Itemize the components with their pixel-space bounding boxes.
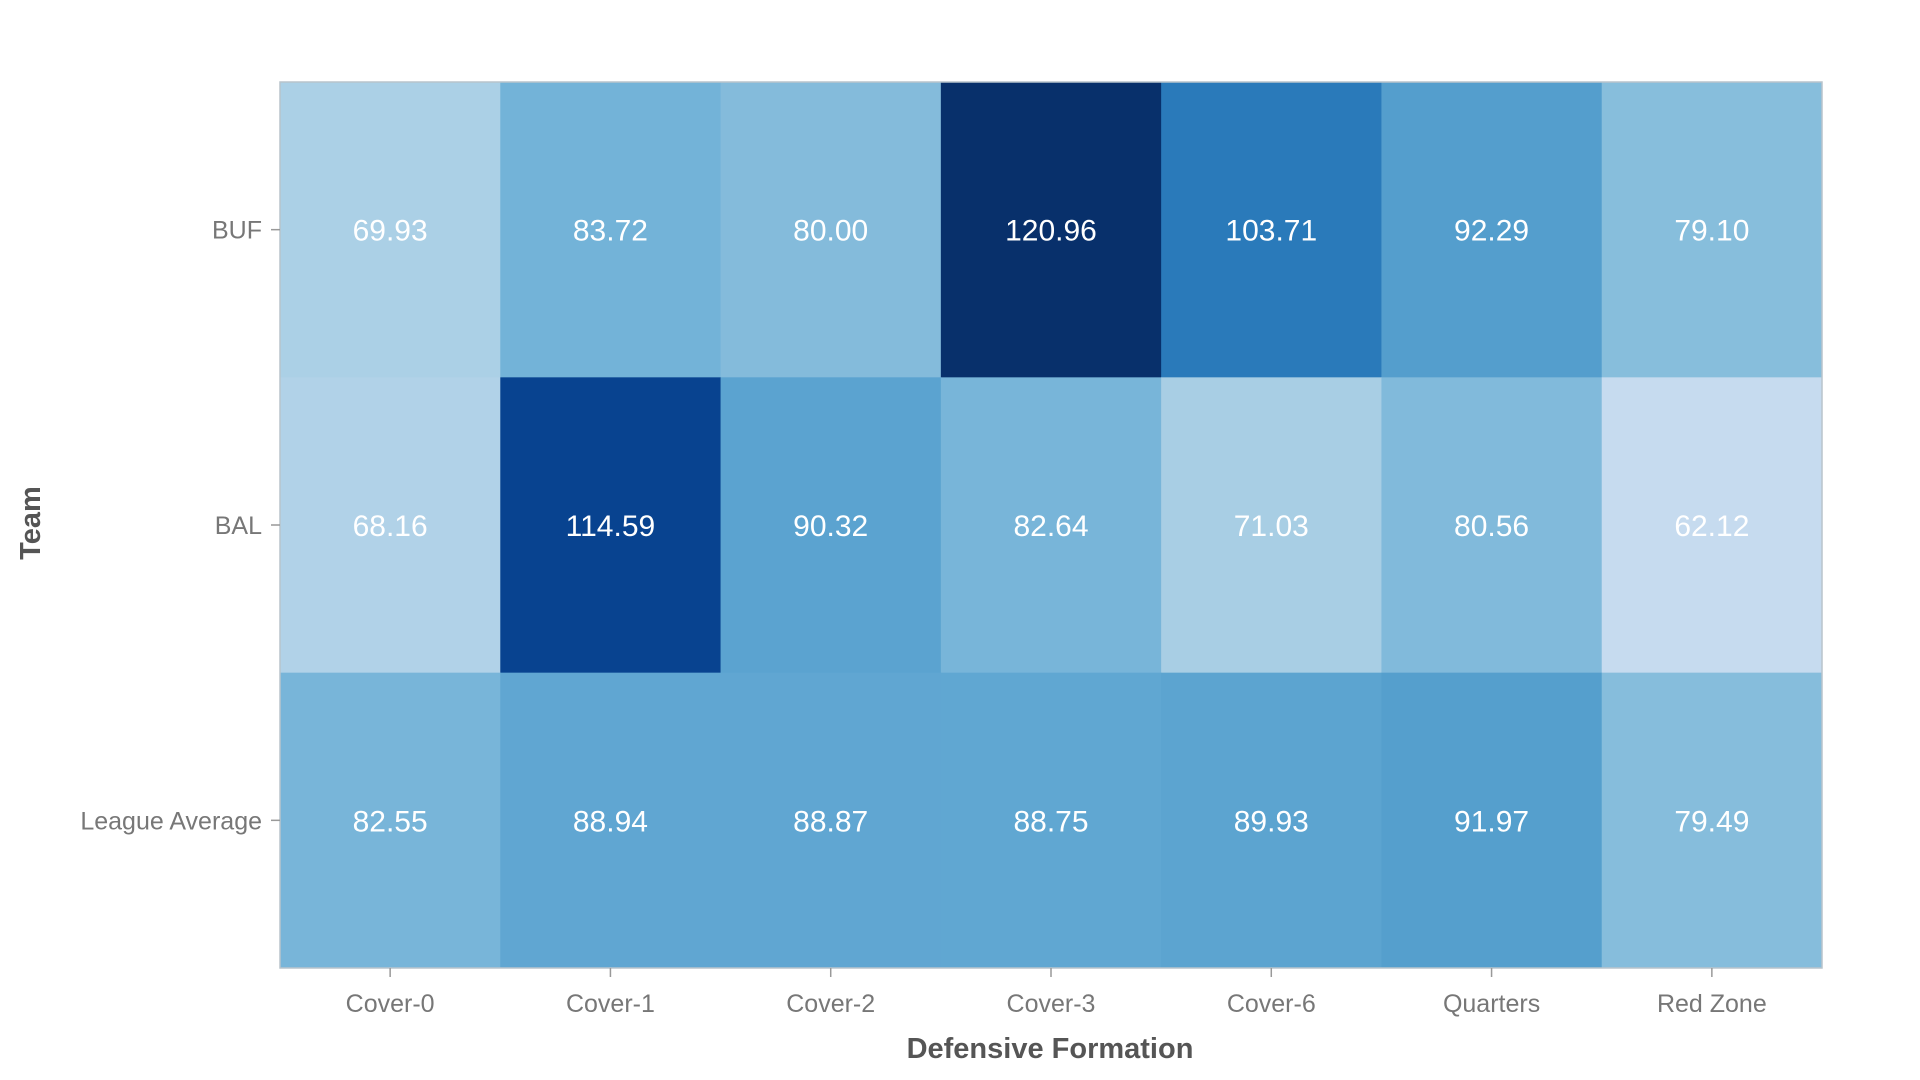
cell-value-label: 80.56 xyxy=(1454,510,1529,543)
y-axis-title: Team xyxy=(15,486,47,560)
x-axis: Cover-0 Cover-1 Cover-2 Cover-3 Cover-6 Quart… xyxy=(346,968,1767,1018)
cell-value-label: 79.10 xyxy=(1674,215,1749,248)
cell-value-label: 88.94 xyxy=(573,805,648,838)
y-tick-label: BUF xyxy=(212,217,262,245)
heatmap-cell xyxy=(720,82,942,378)
x-tick-label: Red Zone xyxy=(1657,990,1767,1018)
x-tick-label: Cover-0 xyxy=(346,990,435,1018)
heatmap-cell xyxy=(1161,672,1382,969)
heatmap-cell-labels: 69.93 83.72 80.00 120.96 103.71 92.29 79.10 68.… xyxy=(353,215,1750,839)
cell-value-label: 89.93 xyxy=(1234,805,1309,838)
heatmap-cell xyxy=(280,377,501,674)
cell-value-label: 69.93 xyxy=(353,215,428,248)
heatmap-cell xyxy=(1381,82,1603,378)
cell-value-label: 82.55 xyxy=(353,805,428,838)
cell-value-label: 68.16 xyxy=(353,510,428,543)
heatmap-cell xyxy=(1601,377,1823,674)
heatmap-cell xyxy=(940,377,1162,674)
x-tick-label: Cover-2 xyxy=(786,990,875,1018)
heatmap-cell xyxy=(940,672,1162,969)
cell-value-label: 88.75 xyxy=(1013,805,1088,838)
y-axis: BUF BAL League Average xyxy=(80,217,280,835)
cell-value-label: 80.00 xyxy=(793,215,868,248)
heatmap-cell xyxy=(1161,377,1382,674)
cell-value-label: 62.12 xyxy=(1674,510,1749,543)
y-tick-label: League Average xyxy=(80,807,262,835)
cell-value-label: 88.87 xyxy=(793,805,868,838)
heatmap-cell xyxy=(1601,672,1823,969)
x-tick-label: Cover-1 xyxy=(566,990,655,1018)
heatmap-cell xyxy=(280,672,501,969)
cell-value-label: 120.96 xyxy=(1005,215,1097,248)
heatmap-cell xyxy=(500,672,722,969)
cell-value-label: 83.72 xyxy=(573,215,648,248)
cell-value-label: 103.71 xyxy=(1225,215,1317,248)
cell-value-label: 114.59 xyxy=(566,510,656,543)
heatmap-cell xyxy=(1601,82,1823,378)
heatmap-cell xyxy=(720,672,942,969)
y-tick-label: BAL xyxy=(215,512,262,540)
x-axis-title: Defensive Formation xyxy=(907,1033,1194,1065)
cell-value-label: 91.97 xyxy=(1454,805,1529,838)
cell-value-label: 92.29 xyxy=(1454,215,1529,248)
cell-value-label: 79.49 xyxy=(1674,805,1749,838)
cell-value-label: 71.03 xyxy=(1234,510,1309,543)
heatmap-cell xyxy=(1381,377,1603,674)
cell-value-label: 90.32 xyxy=(793,510,868,543)
heatmap-cell xyxy=(500,82,722,378)
heatmap-cell xyxy=(1381,672,1603,969)
heatmap-cell xyxy=(720,377,942,674)
x-tick-label: Quarters xyxy=(1443,990,1540,1018)
heatmap-cell xyxy=(500,377,722,674)
heatmap-cell xyxy=(940,82,1162,378)
heatmap-cell xyxy=(280,82,501,378)
heatmap-cells xyxy=(279,81,1823,969)
x-tick-label: Cover-6 xyxy=(1227,990,1316,1018)
x-tick-label: Cover-3 xyxy=(1007,990,1096,1018)
heatmap-cell xyxy=(1161,82,1382,378)
cell-value-label: 82.64 xyxy=(1013,510,1088,543)
